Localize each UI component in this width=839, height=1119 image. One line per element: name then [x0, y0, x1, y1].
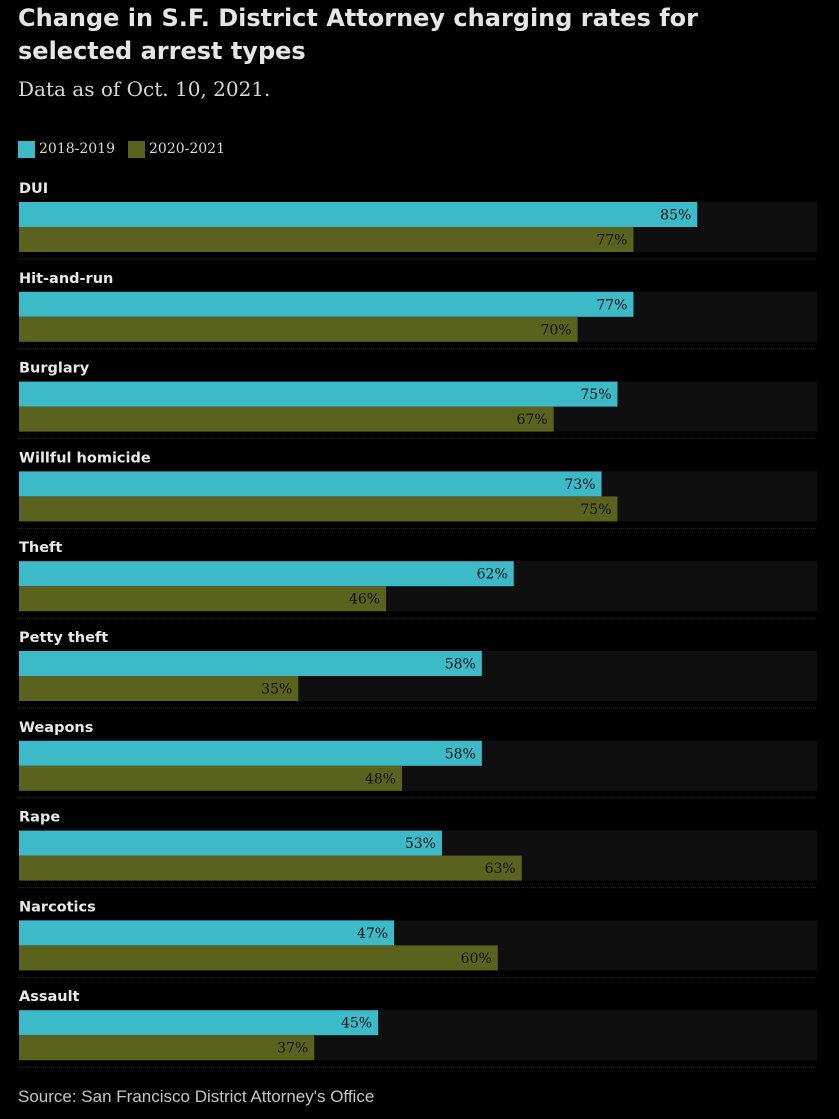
legend-label-2018-2019: 2018-2019: [39, 141, 115, 157]
bar-value-label-assault-2018-2019: 45%: [341, 1016, 372, 1032]
bar-value-label-petty-theft-2018-2019: 58%: [445, 657, 476, 673]
category-label-weapons: Weapons: [19, 720, 93, 736]
bar-value-label-rape-2020-2021: 63%: [485, 861, 516, 877]
bar-theft-2020-2021: [19, 586, 387, 612]
bar-weapons-2020-2021: [19, 765, 403, 791]
legend-swatch-2020-2021: [128, 140, 145, 158]
legend-label-2020-2021: 2020-2021: [149, 141, 225, 157]
bar-theft-2018-2019: [19, 561, 514, 587]
bar-value-label-dui-2020-2021: 77%: [596, 233, 627, 249]
bar-value-label-burglary-2018-2019: 75%: [580, 387, 611, 403]
category-label-burglary: Burglary: [19, 361, 90, 377]
bar-narcotics-2018-2019: [19, 920, 395, 946]
category-group-assault: Assault 45% 37%: [19, 989, 817, 1068]
category-group-weapons: Weapons 58% 48%: [19, 720, 817, 799]
bar-burglary-2018-2019: [19, 381, 618, 407]
bar-value-label-hit-and-run-2018-2019: 77%: [596, 297, 627, 313]
bar-willful-homicide-2020-2021: [19, 496, 618, 522]
bar-hit-and-run-2018-2019: [19, 291, 634, 317]
legend-item-2018-2019: 2018-2019: [18, 140, 115, 158]
category-label-dui: DUI: [19, 181, 48, 197]
bar-value-label-narcotics-2018-2019: 47%: [357, 926, 388, 942]
bar-dui-2020-2021: [19, 227, 634, 252]
bar-petty-theft-2020-2021: [19, 676, 299, 701]
bar-assault-2018-2019: [19, 1010, 379, 1036]
bar-weapons-2018-2019: [19, 740, 482, 766]
bar-value-label-weapons-2018-2019: 58%: [445, 746, 476, 762]
category-group-burglary: Burglary 75% 67%: [19, 361, 817, 440]
bar-value-label-narcotics-2020-2021: 60%: [461, 951, 492, 967]
category-group-narcotics: Narcotics 47% 60%: [19, 899, 817, 978]
category-group-willful-homicide: Willful homicide 73% 75%: [19, 450, 817, 529]
bar-value-label-weapons-2020-2021: 48%: [365, 771, 396, 787]
bar-narcotics-2020-2021: [19, 945, 498, 971]
bar-value-label-willful-homicide-2020-2021: 75%: [580, 502, 611, 518]
category-label-willful-homicide: Willful homicide: [19, 450, 151, 466]
category-label-narcotics: Narcotics: [19, 899, 96, 915]
bar-value-label-assault-2020-2021: 37%: [277, 1041, 308, 1057]
legend: 2018-2019 2020-2021: [18, 138, 238, 160]
bar-value-label-hit-and-run-2020-2021: 70%: [540, 322, 571, 338]
category-label-petty-theft: Petty theft: [19, 630, 108, 646]
bar-assault-2020-2021: [19, 1035, 315, 1061]
bar-rape-2020-2021: [19, 855, 522, 881]
category-label-hit-and-run: Hit-and-run: [19, 271, 113, 287]
bar-value-label-rape-2018-2019: 53%: [405, 836, 436, 852]
bar-value-label-theft-2020-2021: 46%: [349, 592, 380, 608]
bar-rape-2018-2019: [19, 830, 442, 856]
category-label-assault: Assault: [19, 989, 80, 1005]
legend-item-2020-2021: 2020-2021: [128, 140, 225, 158]
category-label-rape: Rape: [19, 810, 60, 826]
bar-burglary-2020-2021: [19, 406, 554, 432]
category-label-theft: Theft: [19, 540, 62, 556]
bar-willful-homicide-2018-2019: [19, 471, 602, 497]
category-group-hit-and-run: Hit-and-run 77% 70%: [19, 271, 817, 350]
chart-subtitle: Data as of Oct. 10, 2021.: [18, 77, 271, 101]
category-group-petty-theft: Petty theft 58% 35%: [19, 630, 817, 709]
bar-value-label-burglary-2020-2021: 67%: [517, 412, 548, 428]
legend-swatch-2018-2019: [18, 140, 35, 158]
bar-hit-and-run-2020-2021: [19, 316, 578, 342]
bar-dui-2018-2019: [19, 202, 698, 227]
category-group-dui: DUI 85% 77%: [19, 181, 817, 260]
bar-value-label-theft-2018-2019: 62%: [477, 567, 508, 583]
category-group-rape: Rape 53% 63%: [19, 810, 817, 889]
bar-value-label-willful-homicide-2018-2019: 73%: [564, 477, 595, 493]
source-note: Source: San Francisco District Attorney'…: [18, 1087, 375, 1106]
category-group-theft: Theft 62% 46%: [19, 540, 817, 619]
bar-value-label-petty-theft-2020-2021: 35%: [261, 682, 292, 698]
bar-value-label-dui-2018-2019: 85%: [660, 208, 691, 224]
bar-petty-theft-2018-2019: [19, 651, 482, 676]
chart-title: Change in S.F. District Attorney chargin…: [18, 4, 698, 65]
